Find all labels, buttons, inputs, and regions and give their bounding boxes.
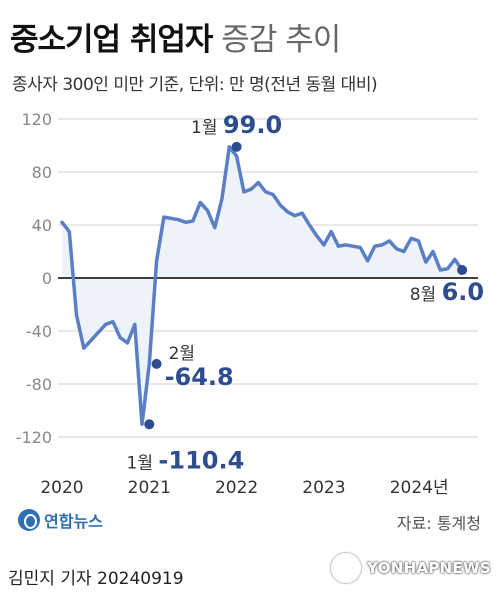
y-tick-label: 80	[32, 163, 52, 182]
y-tick-label: -120	[16, 428, 52, 447]
title-main: 중소기업 취업자	[10, 22, 213, 58]
series-line	[60, 145, 464, 427]
annotation-value: -64.8	[165, 363, 234, 391]
data-point-marker	[144, 419, 155, 430]
chart-subtitle: 종사자 300인 미만 기준, 단위: 만 명(전년 동월 대비)	[12, 75, 378, 95]
byline: 김민지 기자 20240919	[8, 569, 184, 589]
x-tick-label: 2023	[302, 478, 345, 498]
y-tick-label: 0	[42, 269, 52, 288]
y-tick-label: 120	[21, 110, 52, 129]
annotation-value: -110.4	[158, 446, 244, 474]
watermark-logo-icon	[331, 553, 362, 583]
annotation-label: 8월 6.0	[410, 278, 484, 306]
source-note: 자료: 통계청	[396, 514, 481, 533]
series-area	[62, 146, 463, 425]
annotation-value: 6.0	[442, 278, 485, 306]
y-tick-label: -40	[26, 322, 52, 341]
data-point-marker	[231, 141, 242, 152]
data-point-marker	[151, 358, 162, 369]
title-sub: 증감 추이	[221, 22, 341, 58]
watermark: YONHAPNEWS	[331, 553, 491, 583]
annotation-value: 99.0	[223, 111, 282, 139]
chart-title: 중소기업 취업자 증감 추이	[10, 14, 341, 59]
annotation-prefix: 1월	[127, 453, 159, 473]
watermark-text: YONHAPNEWS	[367, 559, 491, 577]
annotation-prefix: 8월	[410, 285, 442, 305]
annotation-prefix: 1월	[191, 118, 223, 138]
data-point-marker	[457, 265, 468, 276]
x-tick-label: 2021	[128, 478, 171, 498]
y-tick-label: 40	[32, 216, 52, 235]
annotation-label: 1월 -110.4	[127, 446, 245, 474]
footer-bar	[0, 542, 499, 599]
y-tick-label: -80	[26, 375, 52, 394]
annotation-label: 1월 99.0	[191, 111, 282, 139]
annotation-label: 2월	[169, 344, 195, 364]
yonhap-logo-icon	[18, 509, 40, 531]
yonhap-logo: 연합뉴스	[18, 508, 103, 532]
x-tick-label: 2024년	[390, 478, 449, 498]
line-chart: 120 80 40 0 -40 -80 -120 2020 2021 2022 2023 2024년 1…	[16, 110, 484, 498]
x-tick-label: 2020	[40, 478, 83, 498]
x-tick-label: 2022	[215, 478, 258, 498]
logo-text: 연합뉴스	[44, 512, 103, 531]
